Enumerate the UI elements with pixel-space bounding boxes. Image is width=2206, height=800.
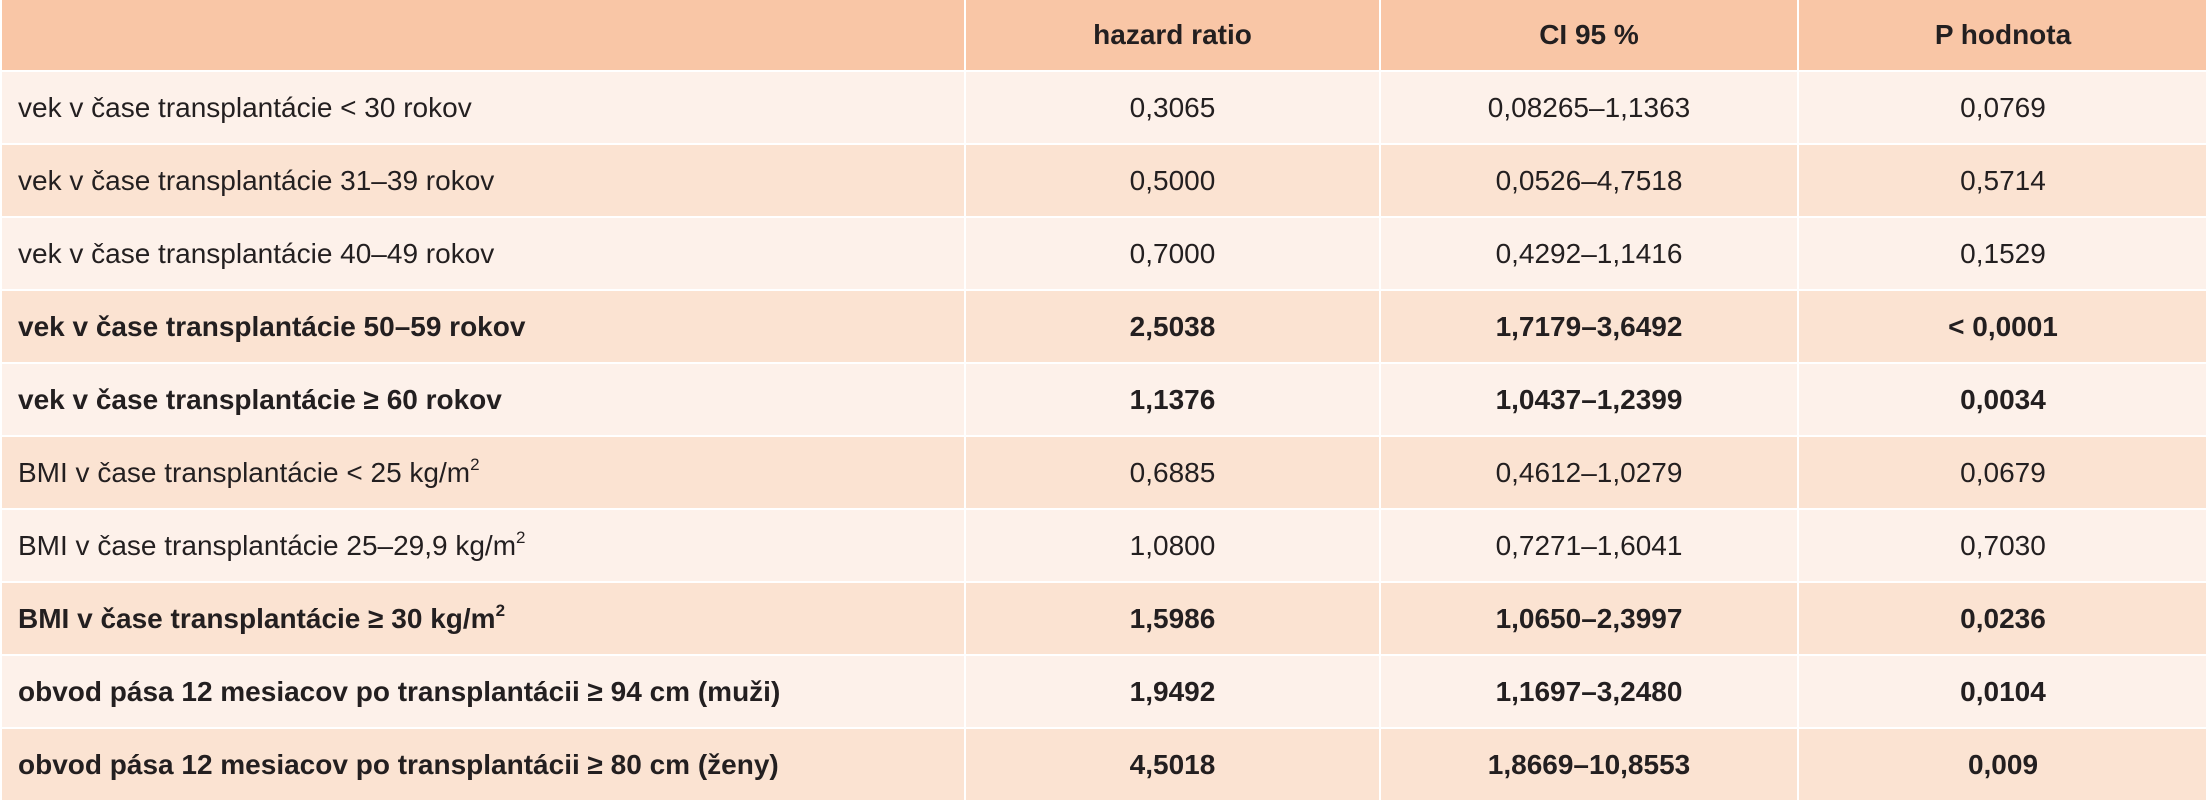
table-row: BMI v čase transplantácie < 25 kg/m2 0,68… bbox=[0, 436, 2206, 510]
superscript: 2 bbox=[495, 600, 506, 620]
header-cell: hazard ratio bbox=[964, 0, 1380, 72]
row-label: obvod pása 12 mesiacov po transplantácii… bbox=[0, 728, 965, 800]
label-text: vek v čase transplantácie 50–59 rokov bbox=[18, 310, 526, 342]
value-cell: 0,0104 bbox=[1797, 655, 2206, 729]
label-text: vek v čase transplantácie 40–49 rokov bbox=[18, 237, 495, 269]
value-cell: 0,6885 bbox=[964, 436, 1380, 510]
table-row: BMI v čase transplantácie 25–29,9 kg/m2 1… bbox=[0, 509, 2206, 583]
table-row: obvod pása 12 mesiacov po transplantácii… bbox=[0, 728, 2206, 800]
row-label: BMI v čase transplantácie ≥ 30 kg/m2 bbox=[0, 582, 965, 656]
value-cell: 0,0034 bbox=[1797, 363, 2206, 437]
row-label: obvod pása 12 mesiacov po transplantácii… bbox=[0, 655, 965, 729]
table-row: vek v čase transplantácie ≥ 60 rokov 1,13… bbox=[0, 363, 2206, 437]
row-label: vek v čase transplantácie ≥ 60 rokov bbox=[0, 363, 965, 437]
label-text: obvod pása 12 mesiacov po transplantácii… bbox=[18, 748, 779, 780]
label-text: vek v čase transplantácie < 30 rokov bbox=[18, 91, 472, 123]
header-cell: P hodnota bbox=[1797, 0, 2206, 72]
value-cell: 1,1697–3,2480 bbox=[1379, 655, 1798, 729]
table-row: vek v čase transplantácie 50–59 rokov 2,5… bbox=[0, 290, 2206, 364]
value-cell: 1,0437–1,2399 bbox=[1379, 363, 1798, 437]
value-cell: 0,5714 bbox=[1797, 144, 2206, 218]
value-cell: 1,0800 bbox=[964, 509, 1380, 583]
value-cell: 0,0526–4,7518 bbox=[1379, 144, 1798, 218]
label-text: vek v čase transplantácie ≥ 60 rokov bbox=[18, 383, 502, 415]
row-label: vek v čase transplantácie 50–59 rokov bbox=[0, 290, 965, 364]
value-cell: 2,5038 bbox=[964, 290, 1380, 364]
value-cell: 0,0236 bbox=[1797, 582, 2206, 656]
table-row: vek v čase transplantácie 31–39 rokov 0,5… bbox=[0, 144, 2206, 218]
header-row: hazard ratio CI 95 % P hodnota bbox=[0, 0, 2206, 72]
label-text: BMI v čase transplantácie < 25 kg/m bbox=[18, 456, 471, 488]
value-cell: 0,0769 bbox=[1797, 71, 2206, 145]
header-cell: CI 95 % bbox=[1379, 0, 1798, 72]
table-head: hazard ratio CI 95 % P hodnota bbox=[0, 0, 2206, 72]
value-cell: 0,1529 bbox=[1797, 217, 2206, 291]
label-text: obvod pása 12 mesiacov po transplantácii… bbox=[18, 675, 781, 707]
value-cell: 0,4292–1,1416 bbox=[1379, 217, 1798, 291]
label-text: BMI v čase transplantácie 25–29,9 kg/m bbox=[18, 529, 517, 561]
value-cell: 0,5000 bbox=[964, 144, 1380, 218]
value-cell: 0,7271–1,6041 bbox=[1379, 509, 1798, 583]
label-text: BMI v čase transplantácie ≥ 30 kg/m bbox=[18, 602, 496, 634]
value-cell: 0,3065 bbox=[964, 71, 1380, 145]
value-cell: 1,0650–2,3997 bbox=[1379, 582, 1798, 656]
row-label: vek v čase transplantácie 40–49 rokov bbox=[0, 217, 965, 291]
value-cell: 4,5018 bbox=[964, 728, 1380, 800]
header-cell bbox=[0, 0, 965, 72]
value-cell: 1,9492 bbox=[964, 655, 1380, 729]
row-label: BMI v čase transplantácie 25–29,9 kg/m2 bbox=[0, 509, 965, 583]
row-label: BMI v čase transplantácie < 25 kg/m2 bbox=[0, 436, 965, 510]
value-cell: 0,08265–1,1363 bbox=[1379, 71, 1798, 145]
table-row: vek v čase transplantácie 40–49 rokov 0,7… bbox=[0, 217, 2206, 291]
row-label: vek v čase transplantácie < 30 rokov bbox=[0, 71, 965, 145]
value-cell: 1,1376 bbox=[964, 363, 1380, 437]
table-row: BMI v čase transplantácie ≥ 30 kg/m2 1,59… bbox=[0, 582, 2206, 656]
value-cell: 0,0679 bbox=[1797, 436, 2206, 510]
value-cell: 0,7030 bbox=[1797, 509, 2206, 583]
superscript: 2 bbox=[516, 527, 526, 547]
value-cell: 0,7000 bbox=[964, 217, 1380, 291]
value-cell: 0,009 bbox=[1797, 728, 2206, 800]
superscript: 2 bbox=[470, 454, 480, 474]
value-cell: 1,7179–3,6492 bbox=[1379, 290, 1798, 364]
table-body: vek v čase transplantácie < 30 rokov 0,30… bbox=[0, 71, 2206, 800]
table-row: obvod pása 12 mesiacov po transplantácii… bbox=[0, 655, 2206, 729]
label-text: vek v čase transplantácie 31–39 rokov bbox=[18, 164, 495, 196]
value-cell: 0,4612–1,0279 bbox=[1379, 436, 1798, 510]
table-row: vek v čase transplantácie < 30 rokov 0,30… bbox=[0, 71, 2206, 145]
row-label: vek v čase transplantácie 31–39 rokov bbox=[0, 144, 965, 218]
value-cell: < 0,0001 bbox=[1797, 290, 2206, 364]
value-cell: 1,8669–10,8553 bbox=[1379, 728, 1798, 800]
value-cell: 1,5986 bbox=[964, 582, 1380, 656]
